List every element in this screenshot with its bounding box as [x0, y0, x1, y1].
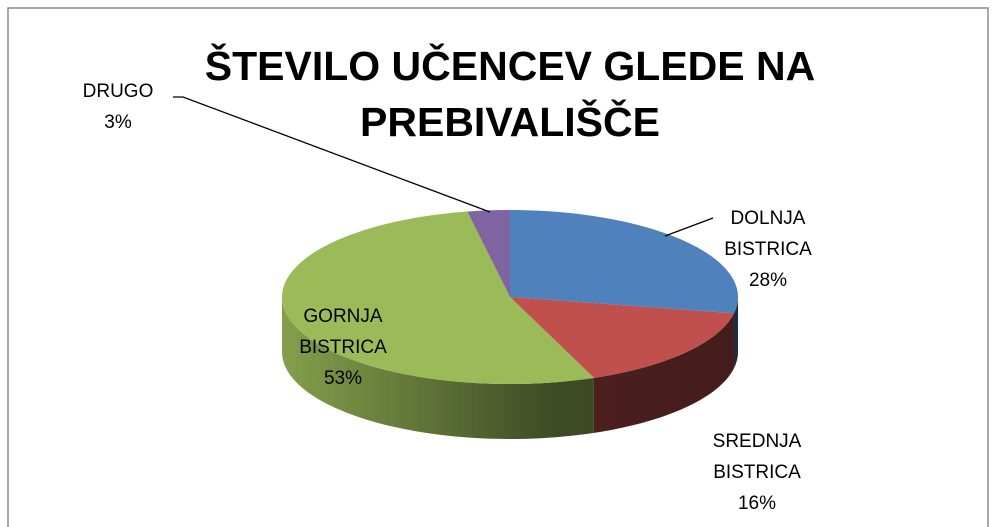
category-label: DRUGO	[82, 81, 154, 102]
slice	[282, 211, 594, 384]
value-label: 16%	[737, 493, 777, 514]
slice	[467, 210, 510, 297]
data-label: DOLNJA BISTRICA 28%	[703, 203, 833, 296]
data-label: DRUGO 3%	[53, 76, 183, 138]
slice-side	[593, 313, 734, 433]
chart-title: ŠTEVILO UČENCEV GLEDE NA PREBIVALIŠČE	[204, 43, 816, 145]
leader-line	[664, 217, 714, 237]
slice-side	[733, 297, 738, 369]
data-label: GORNJA BISTRICA 53%	[278, 301, 408, 394]
category-label: GORNJA BISTRICA	[299, 306, 387, 358]
leader-line	[173, 96, 491, 213]
slice-side	[282, 297, 594, 439]
data-label: SREDNJA BISTRICA 16%	[692, 426, 822, 519]
value-label: 53%	[323, 368, 363, 389]
value-label: 28%	[748, 270, 788, 291]
category-label: DOLNJA BISTRICA	[724, 208, 812, 260]
slice	[510, 210, 738, 314]
category-label: SREDNJA BISTRICA	[712, 431, 802, 483]
slice	[510, 297, 734, 378]
value-label: 3%	[104, 112, 132, 133]
